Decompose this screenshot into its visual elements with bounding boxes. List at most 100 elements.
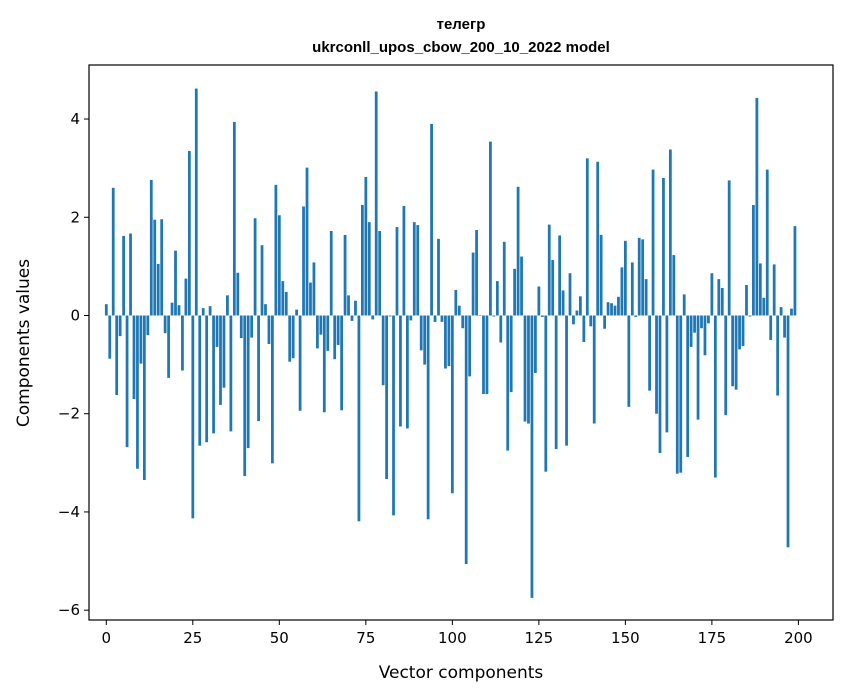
x-tick-label: 150 bbox=[611, 629, 640, 647]
bar bbox=[662, 177, 665, 316]
bar bbox=[540, 315, 544, 317]
bar bbox=[302, 206, 305, 316]
bar bbox=[509, 315, 513, 393]
bar bbox=[461, 315, 465, 329]
bar bbox=[298, 315, 302, 411]
bar bbox=[419, 315, 423, 351]
bar bbox=[644, 279, 648, 316]
chart-title: телегр bbox=[437, 16, 486, 33]
bar bbox=[409, 315, 413, 321]
bar bbox=[395, 227, 399, 316]
bar bbox=[700, 315, 703, 329]
bar bbox=[226, 295, 229, 316]
bar bbox=[707, 315, 710, 324]
bar bbox=[769, 315, 773, 341]
bar bbox=[354, 300, 357, 316]
bar bbox=[568, 273, 572, 316]
bar bbox=[731, 315, 735, 387]
bar bbox=[142, 315, 146, 481]
y-tick-label: −6 bbox=[58, 601, 80, 619]
bar bbox=[194, 88, 198, 316]
bar bbox=[326, 315, 330, 351]
bar bbox=[381, 315, 385, 386]
bar bbox=[115, 315, 119, 396]
chart-subtitle: ukrconll_upos_cbow_200_10_2022 model bbox=[312, 39, 610, 56]
bar bbox=[565, 315, 568, 446]
bar bbox=[582, 315, 586, 343]
bar bbox=[537, 286, 541, 316]
bar bbox=[530, 315, 534, 598]
bar bbox=[599, 234, 603, 316]
bar bbox=[343, 234, 347, 316]
bar bbox=[547, 224, 551, 316]
bar bbox=[641, 239, 645, 316]
bar bbox=[668, 149, 672, 316]
bar bbox=[713, 315, 717, 478]
bar bbox=[558, 235, 562, 316]
bar bbox=[364, 176, 368, 316]
bar bbox=[523, 315, 527, 422]
bar bbox=[191, 315, 195, 519]
y-tick-label: 2 bbox=[70, 208, 80, 226]
bar bbox=[329, 231, 333, 316]
bar bbox=[693, 315, 696, 333]
bar bbox=[118, 315, 122, 337]
bar bbox=[457, 305, 461, 316]
y-tick-label: 4 bbox=[70, 110, 80, 128]
bar bbox=[544, 315, 548, 472]
bar bbox=[554, 315, 558, 450]
bar bbox=[250, 315, 254, 338]
bar bbox=[149, 179, 153, 316]
bar bbox=[603, 315, 606, 329]
bar bbox=[696, 315, 700, 420]
bar bbox=[630, 262, 634, 316]
x-tick-label: 100 bbox=[438, 629, 467, 647]
bar bbox=[167, 315, 170, 378]
bar bbox=[516, 186, 520, 316]
bar bbox=[305, 167, 309, 316]
bar bbox=[239, 315, 243, 339]
bar bbox=[111, 187, 115, 316]
bar bbox=[402, 205, 406, 316]
bar bbox=[495, 281, 499, 316]
bar bbox=[658, 315, 662, 454]
bar bbox=[229, 315, 233, 432]
bar bbox=[672, 255, 676, 316]
bar bbox=[606, 302, 610, 316]
bar bbox=[236, 272, 240, 316]
bar bbox=[316, 315, 319, 349]
bar bbox=[215, 315, 219, 347]
bar bbox=[284, 291, 288, 316]
bar bbox=[122, 235, 125, 316]
bar bbox=[575, 310, 579, 316]
bar bbox=[274, 184, 278, 316]
bar bbox=[585, 158, 589, 316]
bar bbox=[267, 315, 271, 344]
bar bbox=[187, 150, 191, 316]
bar bbox=[786, 315, 790, 548]
bar bbox=[776, 315, 780, 396]
bar bbox=[527, 315, 530, 424]
bar bbox=[772, 264, 776, 316]
bar bbox=[665, 315, 669, 433]
bar bbox=[793, 226, 797, 316]
bar bbox=[720, 287, 724, 316]
bar bbox=[752, 204, 755, 316]
bar bbox=[513, 268, 517, 316]
bar bbox=[271, 315, 274, 464]
bar bbox=[686, 315, 690, 457]
bar bbox=[319, 315, 323, 335]
bar bbox=[710, 273, 714, 316]
bar bbox=[610, 303, 613, 316]
bar bbox=[219, 315, 222, 405]
bar bbox=[502, 241, 506, 316]
bar bbox=[790, 308, 793, 316]
bar bbox=[264, 304, 267, 316]
bar bbox=[475, 230, 478, 316]
bar bbox=[392, 315, 395, 516]
bar bbox=[277, 215, 281, 316]
bar bbox=[347, 295, 350, 316]
y-tick-label: −4 bbox=[58, 503, 80, 521]
bar bbox=[655, 315, 658, 414]
